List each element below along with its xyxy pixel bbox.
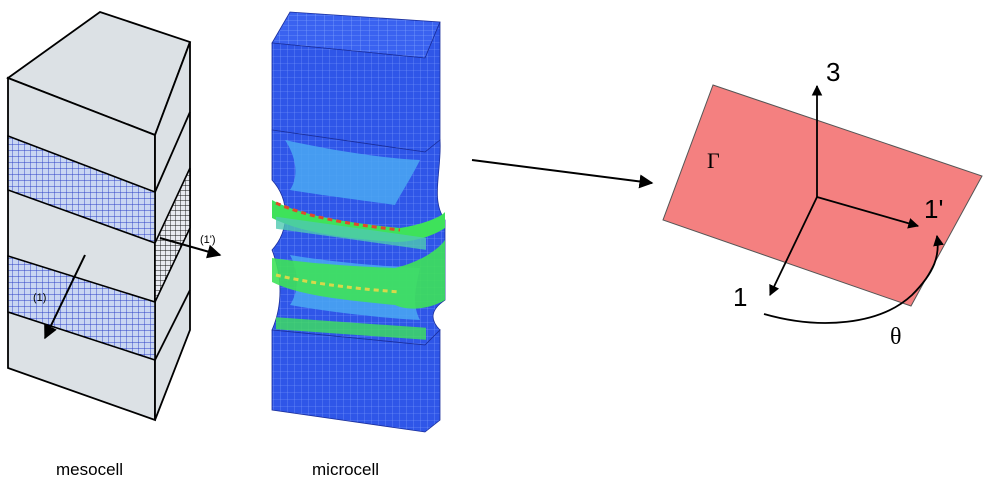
axis-1-arrow	[769, 196, 818, 296]
mesocell-axis-1-label: (1)	[33, 292, 46, 304]
microcell-green-band	[276, 216, 426, 250]
interface-plane	[662, 84, 983, 307]
plane-symbol-gamma: Γ	[707, 148, 720, 173]
mesocell-axis-1prime-arrow	[159, 237, 222, 259]
transition-arrow	[471, 159, 654, 189]
microcell	[271, 11, 446, 433]
angle-arc	[763, 234, 944, 324]
microcell-caption: microcell	[312, 460, 380, 479]
mesocell-caption: mesocell	[56, 460, 124, 479]
microcell-stress-edge-upper	[275, 201, 401, 232]
interface-plane-diagram: Γ 3 1' 1 θ	[662, 57, 983, 350]
microcell-stress-edge-lower	[275, 273, 401, 294]
axis-3-label: 3	[826, 57, 840, 87]
mesocell-front-face	[7, 76, 156, 422]
mesocell-axis-1-arrow	[44, 254, 86, 340]
microcell-green-band	[276, 317, 426, 340]
mesocell-axis-1prime-label: (1')	[200, 234, 216, 246]
angle-theta-label: θ	[890, 324, 902, 350]
mesocell-layer-line	[154, 111, 191, 193]
microcell-stress-band-lower	[272, 240, 445, 309]
mesocell-layer-line	[154, 289, 191, 361]
mesocell-mesh-side	[154, 167, 191, 303]
microcell-lower-block	[271, 329, 441, 433]
axis-1prime-label: 1'	[924, 194, 943, 224]
axis-1prime-arrow	[816, 196, 920, 229]
mesocell: (1') (1)	[6, 11, 222, 422]
microcell-highlight-upper	[285, 140, 420, 205]
axis-1-label: 1	[733, 282, 747, 312]
